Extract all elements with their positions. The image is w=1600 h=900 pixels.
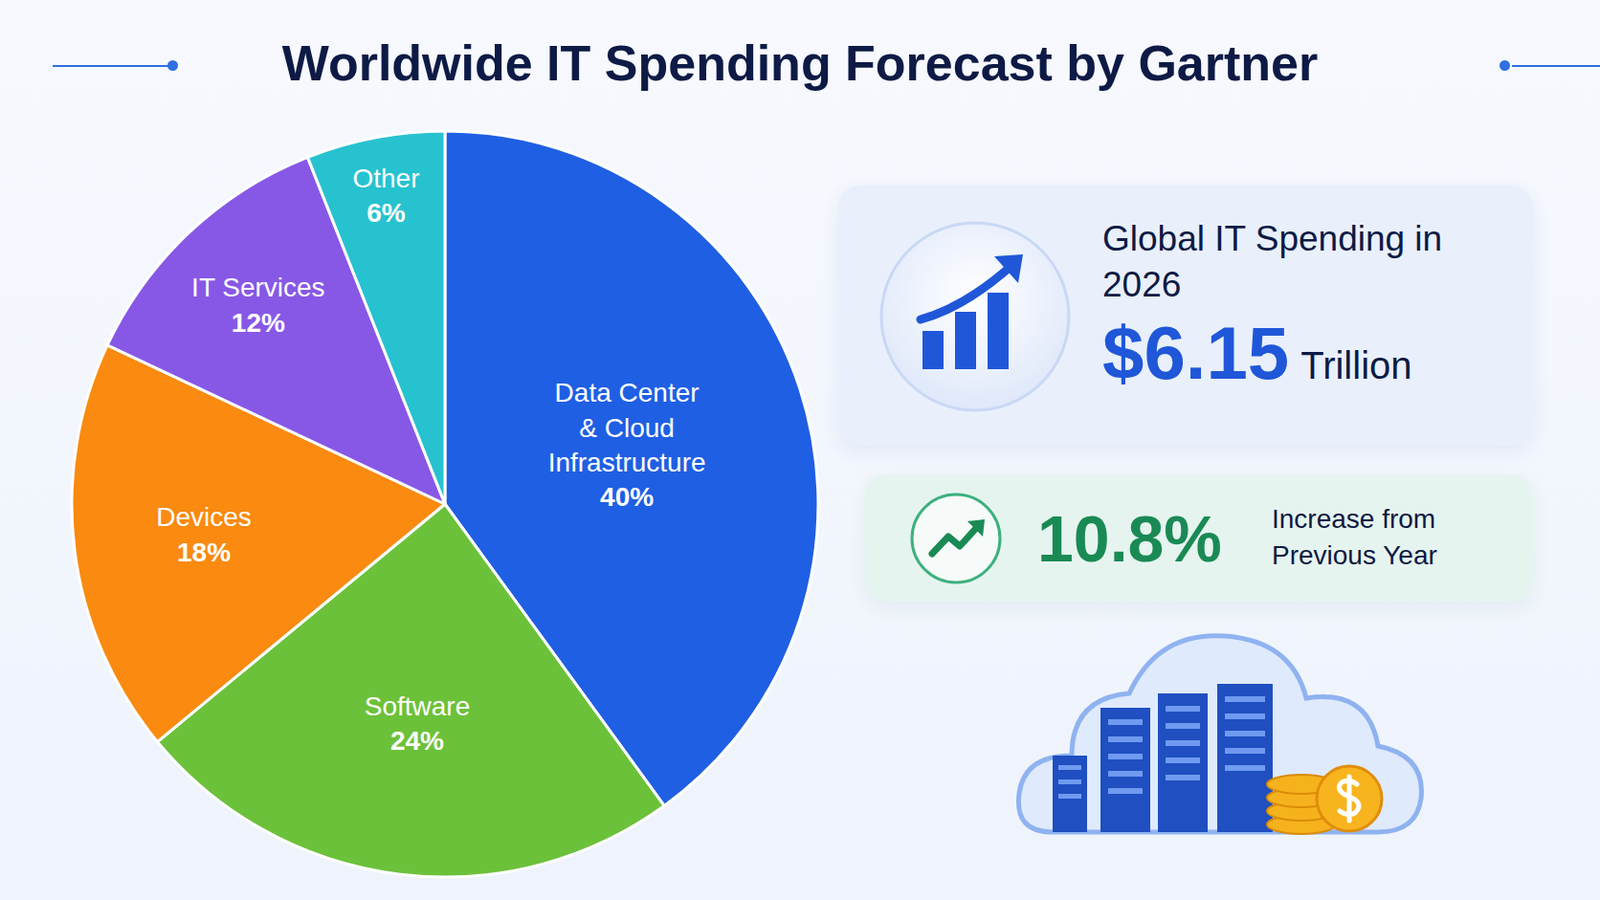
html-text:$6.15Trillion: $6.15Trillion	[1102, 311, 1412, 396]
html-text:Global IT Spending in 2026: Global IT Spending in 2026	[1102, 219, 1443, 305]
html-text:Increase from Previous Year: Increase from Previous Year	[1271, 504, 1438, 571]
svg-text:Devices18%: Devices18%	[155, 502, 252, 567]
svg-text:Other6%: Other6%	[352, 163, 420, 228]
svg-text:IT Services12%: IT Services12%	[191, 272, 326, 337]
html-text:10.8%: 10.8%	[1037, 502, 1222, 576]
html-text:Worldwide IT Spending Forecast: Worldwide IT Spending Forecast by Gartne…	[282, 35, 1318, 91]
svg-text:Software24%: Software24%	[364, 691, 471, 756]
svg-text:Data Center& CloudInfrastructu: Data Center& CloudInfrastructure40%	[548, 377, 707, 512]
